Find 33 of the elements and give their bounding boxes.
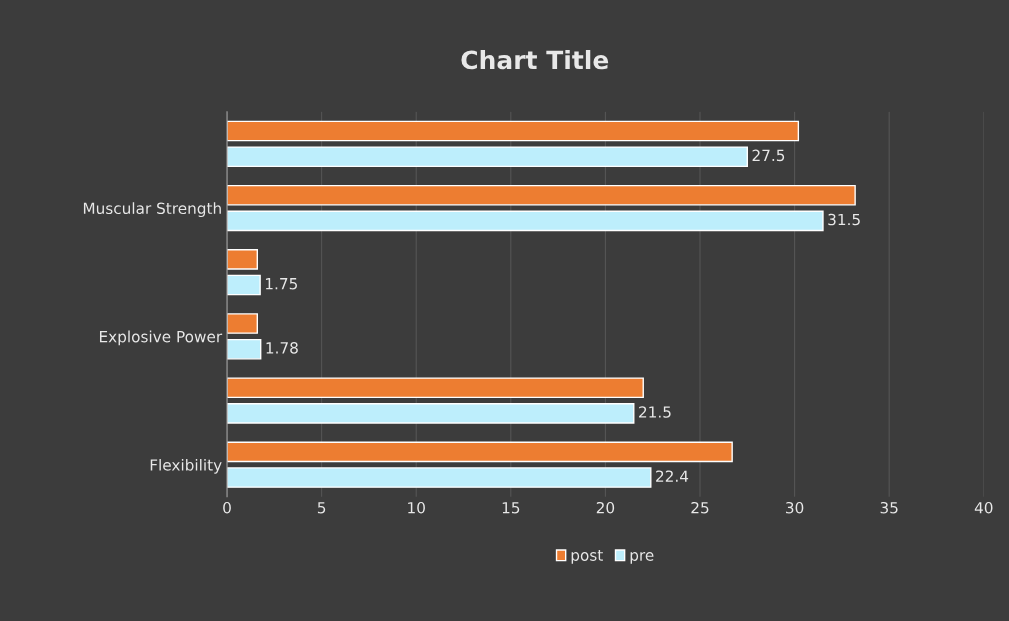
bar <box>227 184 856 206</box>
bar <box>227 338 262 360</box>
bar <box>227 146 748 168</box>
bar <box>227 120 800 142</box>
x-tick-label: 30 <box>786 501 804 514</box>
x-tick-label: 0 <box>223 501 231 514</box>
y-tick-label: Explosive Power <box>99 330 223 346</box>
data-label: 27.5 <box>752 149 785 162</box>
bar <box>227 313 258 334</box>
bar <box>227 403 635 424</box>
y-tick-label: Muscular Strength <box>83 202 221 218</box>
x-tick-label: 10 <box>408 501 425 514</box>
legend-label: pre <box>630 552 654 564</box>
bar <box>227 210 824 232</box>
x-tick-label: 25 <box>691 501 709 514</box>
data-label: 21.5 <box>639 406 671 418</box>
bar <box>227 249 258 270</box>
data-label: 1.78 <box>266 342 298 354</box>
bar <box>227 467 652 488</box>
chart-title: Chart Title <box>461 50 609 70</box>
x-tick-label: 40 <box>974 501 993 514</box>
data-label: 31.5 <box>828 213 860 226</box>
x-tick-label: 35 <box>880 501 898 514</box>
x-tick-label: 20 <box>596 501 615 514</box>
data-label: 1.75 <box>265 278 297 290</box>
bar <box>227 274 261 296</box>
legend-label: post <box>571 549 603 564</box>
data-label: 22.4 <box>656 470 689 482</box>
x-tick-label: 5 <box>317 502 326 514</box>
bar <box>227 377 644 399</box>
bar <box>227 441 733 463</box>
y-tick-label: Flexibility <box>150 458 222 474</box>
x-tick-label: 15 <box>502 502 520 514</box>
